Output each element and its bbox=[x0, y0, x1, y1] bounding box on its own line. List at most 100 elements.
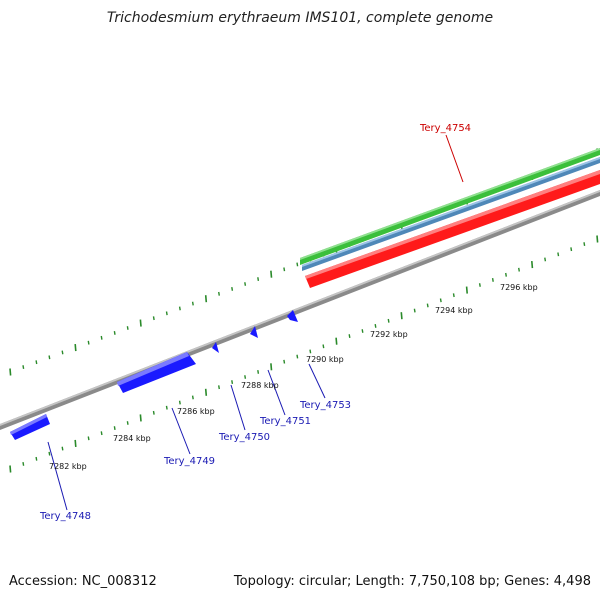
steelblue-track-highlight bbox=[302, 157, 600, 267]
inner-ring-tick bbox=[218, 385, 220, 390]
outer-ring-tick bbox=[165, 311, 168, 316]
tick-label-7286: 7286 kbp bbox=[177, 407, 215, 416]
inner-ring-tick bbox=[204, 388, 208, 396]
inner-ring-tick bbox=[491, 277, 494, 282]
gene-tery-4754-highlight bbox=[305, 170, 600, 279]
inner-ring-tick bbox=[270, 363, 273, 371]
inner-ring-tick bbox=[505, 272, 507, 277]
outer-ring-tick bbox=[61, 350, 64, 355]
tick-label-7292: 7292 kbp bbox=[370, 330, 408, 339]
inner-ring-tick bbox=[518, 267, 520, 272]
inner-ring-tick bbox=[35, 456, 38, 461]
inner-ring-tick bbox=[335, 337, 338, 345]
inner-ring-tick bbox=[531, 261, 534, 269]
inner-ring-tick bbox=[413, 308, 416, 313]
inner-ring-tick bbox=[283, 359, 286, 364]
tery-4750-leader-line bbox=[230, 384, 246, 431]
gene-tery-4750-arrow[interactable] bbox=[212, 342, 219, 353]
gene-label-tery-4749[interactable]: Tery_4749 bbox=[163, 456, 215, 467]
outer-ring-tick bbox=[48, 355, 51, 360]
inner-ring-tick bbox=[322, 344, 325, 349]
inner-ring-tick bbox=[309, 349, 312, 354]
inner-ring-tick bbox=[374, 323, 377, 328]
inner-ring-tick bbox=[61, 446, 64, 451]
tick-label-7290: 7290 kbp bbox=[306, 355, 344, 364]
inner-ring-tick bbox=[426, 303, 429, 308]
inner-ring-tick bbox=[583, 242, 586, 247]
outer-ring-tick bbox=[231, 286, 234, 291]
genome-backbone-highlight bbox=[0, 190, 600, 426]
outer-ring-tick bbox=[218, 291, 220, 296]
inner-ring-tick bbox=[165, 405, 168, 410]
inner-ring-tick bbox=[48, 451, 51, 456]
inner-ring-tick bbox=[244, 375, 247, 379]
inner-ring-tick bbox=[191, 395, 194, 400]
outer-ring-tick bbox=[126, 326, 129, 330]
outer-ring-tick bbox=[283, 267, 286, 272]
inner-ring-tick bbox=[452, 293, 455, 298]
tick-label-7284: 7284 kbp bbox=[113, 434, 151, 443]
inner-ring-tick bbox=[400, 312, 403, 320]
outer-ring-tick bbox=[22, 365, 25, 370]
inner-tick-ring bbox=[9, 235, 599, 473]
inner-ring-tick bbox=[387, 318, 390, 323]
outer-ring-tick bbox=[191, 301, 194, 306]
inner-ring-tick bbox=[9, 465, 12, 473]
accession-text: Accession: NC_008312 bbox=[9, 574, 157, 589]
inner-ring-tick bbox=[257, 369, 260, 374]
outer-ring-tick bbox=[87, 340, 90, 345]
outer-ring-tick bbox=[152, 316, 155, 321]
inner-ring-tick bbox=[139, 414, 142, 422]
tick-label-7282: 7282 kbp bbox=[49, 462, 87, 471]
inner-ring-tick bbox=[22, 461, 25, 466]
tery-4751-leader-line bbox=[267, 369, 286, 416]
tick-label-7288: 7288 kbp bbox=[241, 381, 279, 390]
tick-label-7296: 7296 kbp bbox=[500, 283, 538, 292]
gene-label-tery-4748[interactable]: Tery_4748 bbox=[39, 511, 91, 522]
outer-ring-tick bbox=[74, 344, 77, 352]
gene-label-tery-4753[interactable]: Tery_4753 bbox=[299, 400, 351, 411]
inner-ring-tick bbox=[596, 235, 599, 243]
inner-ring-tick bbox=[296, 354, 299, 359]
tery-4753-leader-line bbox=[308, 363, 326, 399]
inner-ring-tick bbox=[152, 410, 155, 415]
outer-ring-tick bbox=[296, 262, 299, 267]
genome-summary-text: Topology: circular; Length: 7,750,108 bp… bbox=[233, 574, 591, 589]
outer-ring-tick bbox=[178, 306, 181, 311]
tery-4754-leader-line bbox=[445, 134, 464, 183]
inner-ring-tick bbox=[74, 439, 77, 447]
inner-ring-tick bbox=[439, 298, 442, 303]
gene-tery-4751-arrow[interactable] bbox=[250, 326, 258, 338]
outer-ring-tick bbox=[257, 277, 260, 282]
gene-tery-4753-arrow[interactable] bbox=[287, 310, 298, 322]
gene-tery-4749-arrow[interactable] bbox=[117, 352, 196, 393]
outer-ring-tick bbox=[270, 270, 273, 278]
inner-ring-tick bbox=[544, 257, 547, 262]
tery-4749-leader-line bbox=[171, 407, 191, 455]
outer-ring-tick bbox=[35, 360, 38, 365]
gene-tery-4748-highlight bbox=[10, 414, 47, 435]
inner-ring-tick bbox=[113, 426, 116, 431]
map-title: Trichodesmium erythraeum IMS101, complet… bbox=[107, 10, 493, 26]
inner-ring-tick bbox=[570, 247, 573, 252]
outer-ring-tick bbox=[244, 282, 247, 286]
gene-tery-4749-highlight bbox=[117, 352, 189, 386]
inner-ring-tick bbox=[478, 283, 481, 287]
green-track-highlight bbox=[300, 148, 600, 260]
gene-label-tery-4754[interactable]: Tery_4754 bbox=[419, 123, 471, 134]
outer-ring-tick bbox=[204, 295, 208, 303]
inner-ring-tick bbox=[87, 436, 90, 441]
inner-ring-tick bbox=[465, 286, 468, 294]
outer-ring-tick bbox=[100, 335, 103, 340]
gene-label-tery-4751[interactable]: Tery_4751 bbox=[259, 416, 311, 427]
outer-ring-tick bbox=[9, 368, 12, 376]
inner-ring-tick bbox=[348, 334, 351, 339]
inner-ring-tick bbox=[361, 329, 364, 333]
inner-ring-tick bbox=[557, 252, 560, 257]
inner-ring-tick bbox=[126, 421, 129, 425]
tick-label-7294: 7294 kbp bbox=[435, 306, 473, 315]
gene-label-tery-4750[interactable]: Tery_4750 bbox=[218, 432, 270, 443]
inner-ring-tick bbox=[231, 380, 234, 385]
